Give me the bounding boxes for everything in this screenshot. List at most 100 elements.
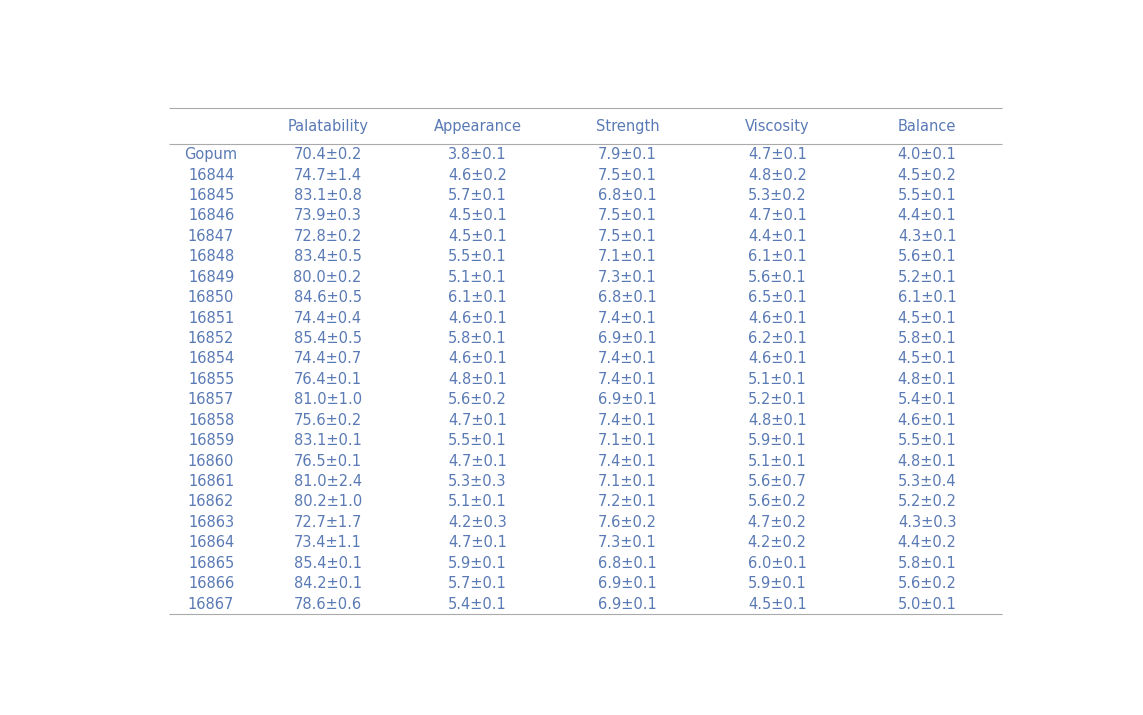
Text: 6.9±0.1: 6.9±0.1: [598, 393, 657, 408]
Text: Strength: Strength: [596, 119, 660, 134]
Text: 76.5±0.1: 76.5±0.1: [294, 453, 361, 468]
Text: 5.5±0.1: 5.5±0.1: [448, 250, 506, 265]
Text: 7.3±0.1: 7.3±0.1: [598, 270, 657, 285]
Text: 16847: 16847: [187, 229, 234, 244]
Text: 4.6±0.1: 4.6±0.1: [748, 310, 807, 325]
Text: 5.2±0.1: 5.2±0.1: [748, 393, 807, 408]
Text: 6.8±0.1: 6.8±0.1: [598, 290, 657, 305]
Text: 4.4±0.2: 4.4±0.2: [897, 536, 957, 551]
Text: 83.1±0.1: 83.1±0.1: [294, 433, 361, 448]
Text: 6.2±0.1: 6.2±0.1: [748, 331, 807, 346]
Text: 4.5±0.2: 4.5±0.2: [897, 167, 957, 182]
Text: 16845: 16845: [187, 188, 234, 203]
Text: 5.1±0.1: 5.1±0.1: [748, 372, 807, 387]
Text: 5.5±0.1: 5.5±0.1: [448, 433, 506, 448]
Text: 4.3±0.3: 4.3±0.3: [898, 515, 957, 530]
Text: 85.4±0.5: 85.4±0.5: [294, 331, 361, 346]
Text: 6.8±0.1: 6.8±0.1: [598, 556, 657, 571]
Text: 5.1±0.1: 5.1±0.1: [448, 270, 506, 285]
Text: 4.8±0.1: 4.8±0.1: [748, 413, 807, 428]
Text: 4.2±0.2: 4.2±0.2: [748, 536, 807, 551]
Text: 4.0±0.1: 4.0±0.1: [897, 147, 957, 162]
Text: 83.4±0.5: 83.4±0.5: [294, 250, 361, 265]
Text: 16852: 16852: [187, 331, 234, 346]
Text: 16844: 16844: [187, 167, 234, 182]
Text: 4.3±0.1: 4.3±0.1: [898, 229, 957, 244]
Text: 4.7±0.1: 4.7±0.1: [748, 208, 807, 223]
Text: 5.2±0.1: 5.2±0.1: [897, 270, 957, 285]
Text: 4.5±0.1: 4.5±0.1: [448, 229, 506, 244]
Text: 5.4±0.1: 5.4±0.1: [897, 393, 957, 408]
Text: 4.5±0.1: 4.5±0.1: [897, 310, 957, 325]
Text: 7.2±0.1: 7.2±0.1: [598, 495, 657, 510]
Text: 6.9±0.1: 6.9±0.1: [598, 331, 657, 346]
Text: 5.8±0.1: 5.8±0.1: [897, 331, 957, 346]
Text: 4.5±0.1: 4.5±0.1: [748, 596, 807, 611]
Text: 5.0±0.1: 5.0±0.1: [897, 596, 957, 611]
Text: 84.6±0.5: 84.6±0.5: [294, 290, 361, 305]
Text: 4.7±0.1: 4.7±0.1: [448, 536, 507, 551]
Text: 4.4±0.1: 4.4±0.1: [897, 208, 957, 223]
Text: 6.1±0.1: 6.1±0.1: [897, 290, 957, 305]
Text: 5.9±0.1: 5.9±0.1: [748, 433, 807, 448]
Text: 5.1±0.1: 5.1±0.1: [448, 495, 506, 510]
Text: 70.4±0.2: 70.4±0.2: [294, 147, 362, 162]
Text: 6.0±0.1: 6.0±0.1: [748, 556, 807, 571]
Text: 16863: 16863: [187, 515, 234, 530]
Text: 6.8±0.1: 6.8±0.1: [598, 188, 657, 203]
Text: 81.0±1.0: 81.0±1.0: [294, 393, 361, 408]
Text: 4.8±0.1: 4.8±0.1: [897, 453, 957, 468]
Text: 4.6±0.2: 4.6±0.2: [448, 167, 507, 182]
Text: 7.9±0.1: 7.9±0.1: [598, 147, 657, 162]
Text: 81.0±2.4: 81.0±2.4: [294, 474, 361, 489]
Text: 4.6±0.1: 4.6±0.1: [897, 413, 957, 428]
Text: 72.7±1.7: 72.7±1.7: [294, 515, 362, 530]
Text: 5.3±0.3: 5.3±0.3: [448, 474, 506, 489]
Text: 85.4±0.1: 85.4±0.1: [294, 556, 361, 571]
Text: 4.8±0.2: 4.8±0.2: [748, 167, 807, 182]
Text: 5.6±0.1: 5.6±0.1: [748, 270, 807, 285]
Text: 7.4±0.1: 7.4±0.1: [598, 372, 657, 387]
Text: 3.8±0.1: 3.8±0.1: [448, 147, 506, 162]
Text: 74.4±0.7: 74.4±0.7: [294, 352, 362, 366]
Text: 7.5±0.1: 7.5±0.1: [598, 167, 657, 182]
Text: 16866: 16866: [187, 576, 234, 591]
Text: 16860: 16860: [187, 453, 234, 468]
Text: 5.6±0.1: 5.6±0.1: [897, 250, 957, 265]
Text: 7.3±0.1: 7.3±0.1: [598, 536, 657, 551]
Text: 4.4±0.1: 4.4±0.1: [748, 229, 807, 244]
Text: 4.7±0.1: 4.7±0.1: [448, 413, 507, 428]
Text: 5.6±0.2: 5.6±0.2: [748, 495, 807, 510]
Text: 74.4±0.4: 74.4±0.4: [294, 310, 361, 325]
Text: 16851: 16851: [187, 310, 234, 325]
Text: 7.1±0.1: 7.1±0.1: [598, 250, 657, 265]
Text: 16865: 16865: [187, 556, 234, 571]
Text: 16864: 16864: [187, 536, 234, 551]
Text: 4.2±0.3: 4.2±0.3: [448, 515, 506, 530]
Text: 4.7±0.1: 4.7±0.1: [748, 147, 807, 162]
Text: 7.1±0.1: 7.1±0.1: [598, 433, 657, 448]
Text: 6.1±0.1: 6.1±0.1: [748, 250, 807, 265]
Text: 5.5±0.1: 5.5±0.1: [897, 188, 957, 203]
Text: 16855: 16855: [187, 372, 234, 387]
Text: 5.5±0.1: 5.5±0.1: [897, 433, 957, 448]
Text: 4.5±0.1: 4.5±0.1: [897, 352, 957, 366]
Text: 7.1±0.1: 7.1±0.1: [598, 474, 657, 489]
Text: 5.9±0.1: 5.9±0.1: [748, 576, 807, 591]
Text: 74.7±1.4: 74.7±1.4: [294, 167, 361, 182]
Text: 78.6±0.6: 78.6±0.6: [294, 596, 361, 611]
Text: Appearance: Appearance: [433, 119, 521, 134]
Text: 5.9±0.1: 5.9±0.1: [448, 556, 506, 571]
Text: 76.4±0.1: 76.4±0.1: [294, 372, 361, 387]
Text: 5.6±0.7: 5.6±0.7: [748, 474, 807, 489]
Text: 16861: 16861: [187, 474, 234, 489]
Text: 16859: 16859: [187, 433, 234, 448]
Text: 6.5±0.1: 6.5±0.1: [748, 290, 807, 305]
Text: 72.8±0.2: 72.8±0.2: [294, 229, 362, 244]
Text: 7.4±0.1: 7.4±0.1: [598, 413, 657, 428]
Text: 7.4±0.1: 7.4±0.1: [598, 453, 657, 468]
Text: 4.7±0.2: 4.7±0.2: [748, 515, 807, 530]
Text: 5.7±0.1: 5.7±0.1: [448, 576, 507, 591]
Text: 83.1±0.8: 83.1±0.8: [294, 188, 361, 203]
Text: 16850: 16850: [187, 290, 234, 305]
